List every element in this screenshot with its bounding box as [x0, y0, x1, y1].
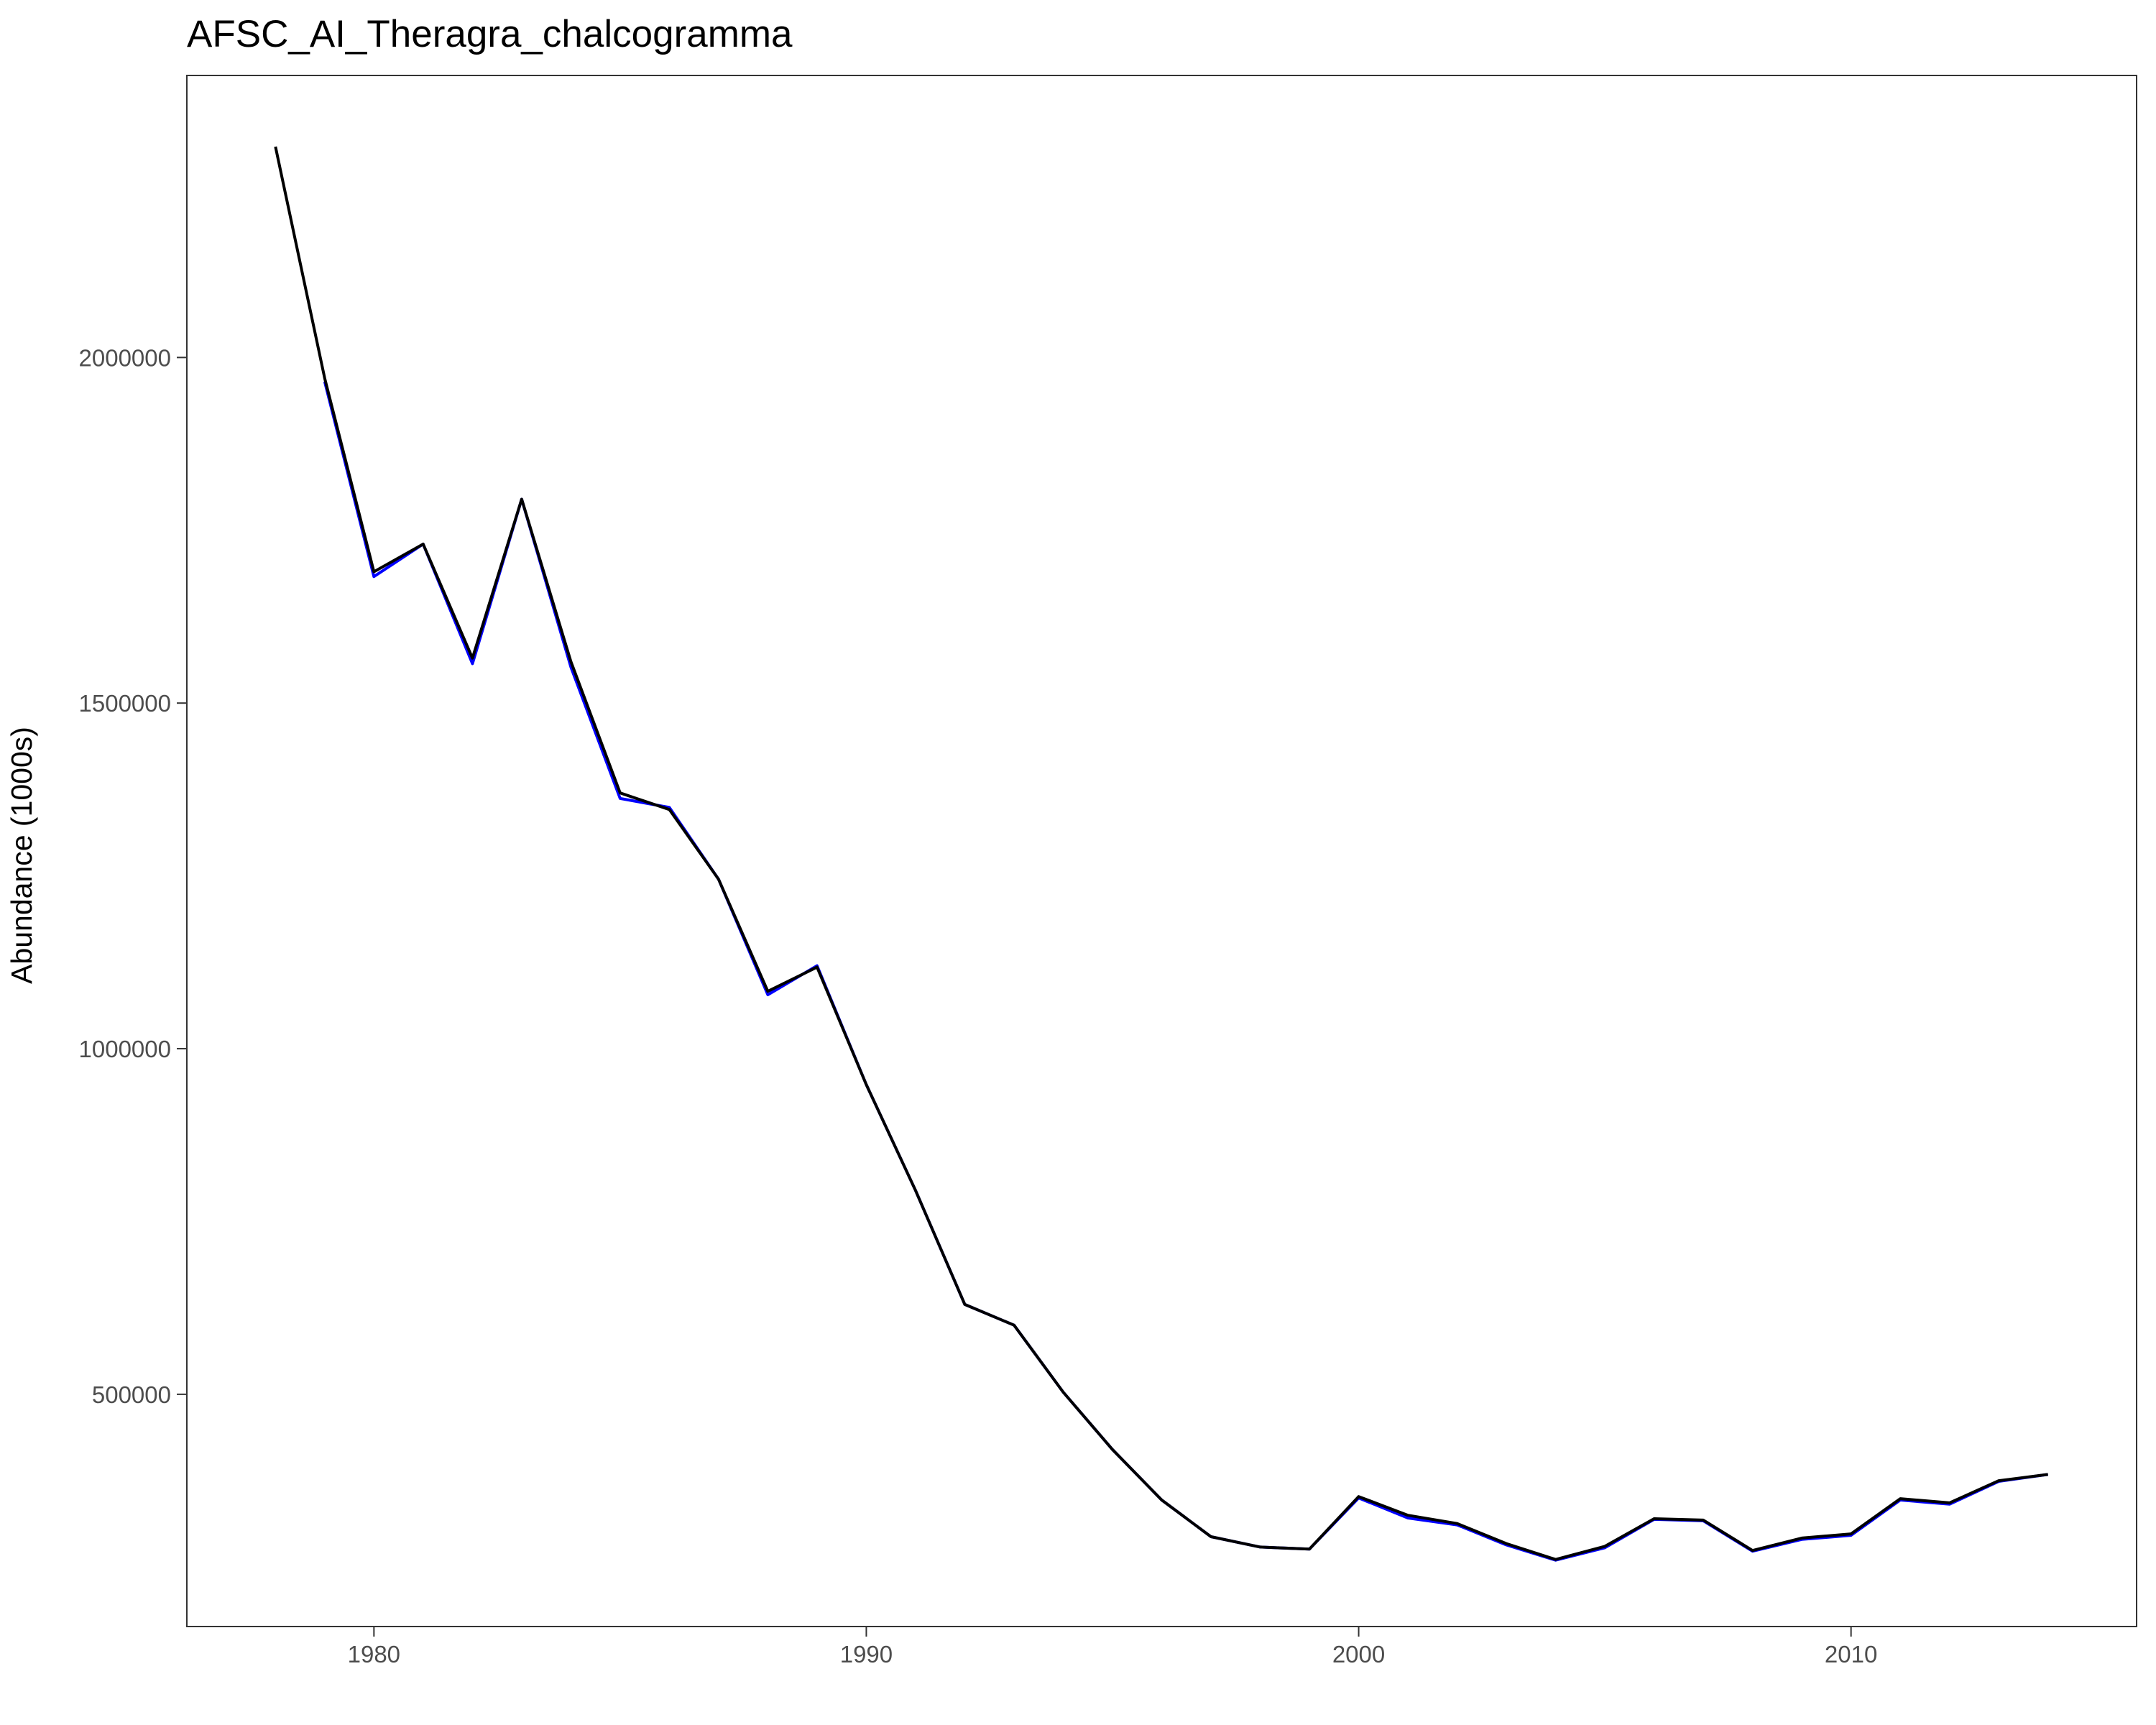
x-tick-label: 1990	[840, 1641, 893, 1668]
x-tick-label: 2010	[1825, 1641, 1877, 1668]
y-axis-title: Abundance (1000s)	[5, 727, 38, 984]
series-layer	[274, 146, 2048, 1562]
y-tick-label: 500000	[92, 1381, 171, 1408]
plot-border	[186, 75, 2137, 1627]
x-tick-label: 1980	[348, 1641, 400, 1668]
x-tick-label: 2000	[1332, 1641, 1385, 1668]
y-tick-label: 2000000	[79, 344, 171, 371]
series-line-2	[274, 146, 2048, 1561]
y-tick-label: 1000000	[79, 1036, 171, 1062]
chart-title: AFSC_AI_Theragra_chalcogramma	[187, 13, 793, 55]
x-axis: 1980 1990 2000 2010	[348, 1627, 1877, 1668]
y-tick-label: 1500000	[79, 690, 171, 717]
series-line-1	[323, 381, 2048, 1562]
y-axis: 500000 1000000 1500000 2000000	[79, 344, 187, 1408]
